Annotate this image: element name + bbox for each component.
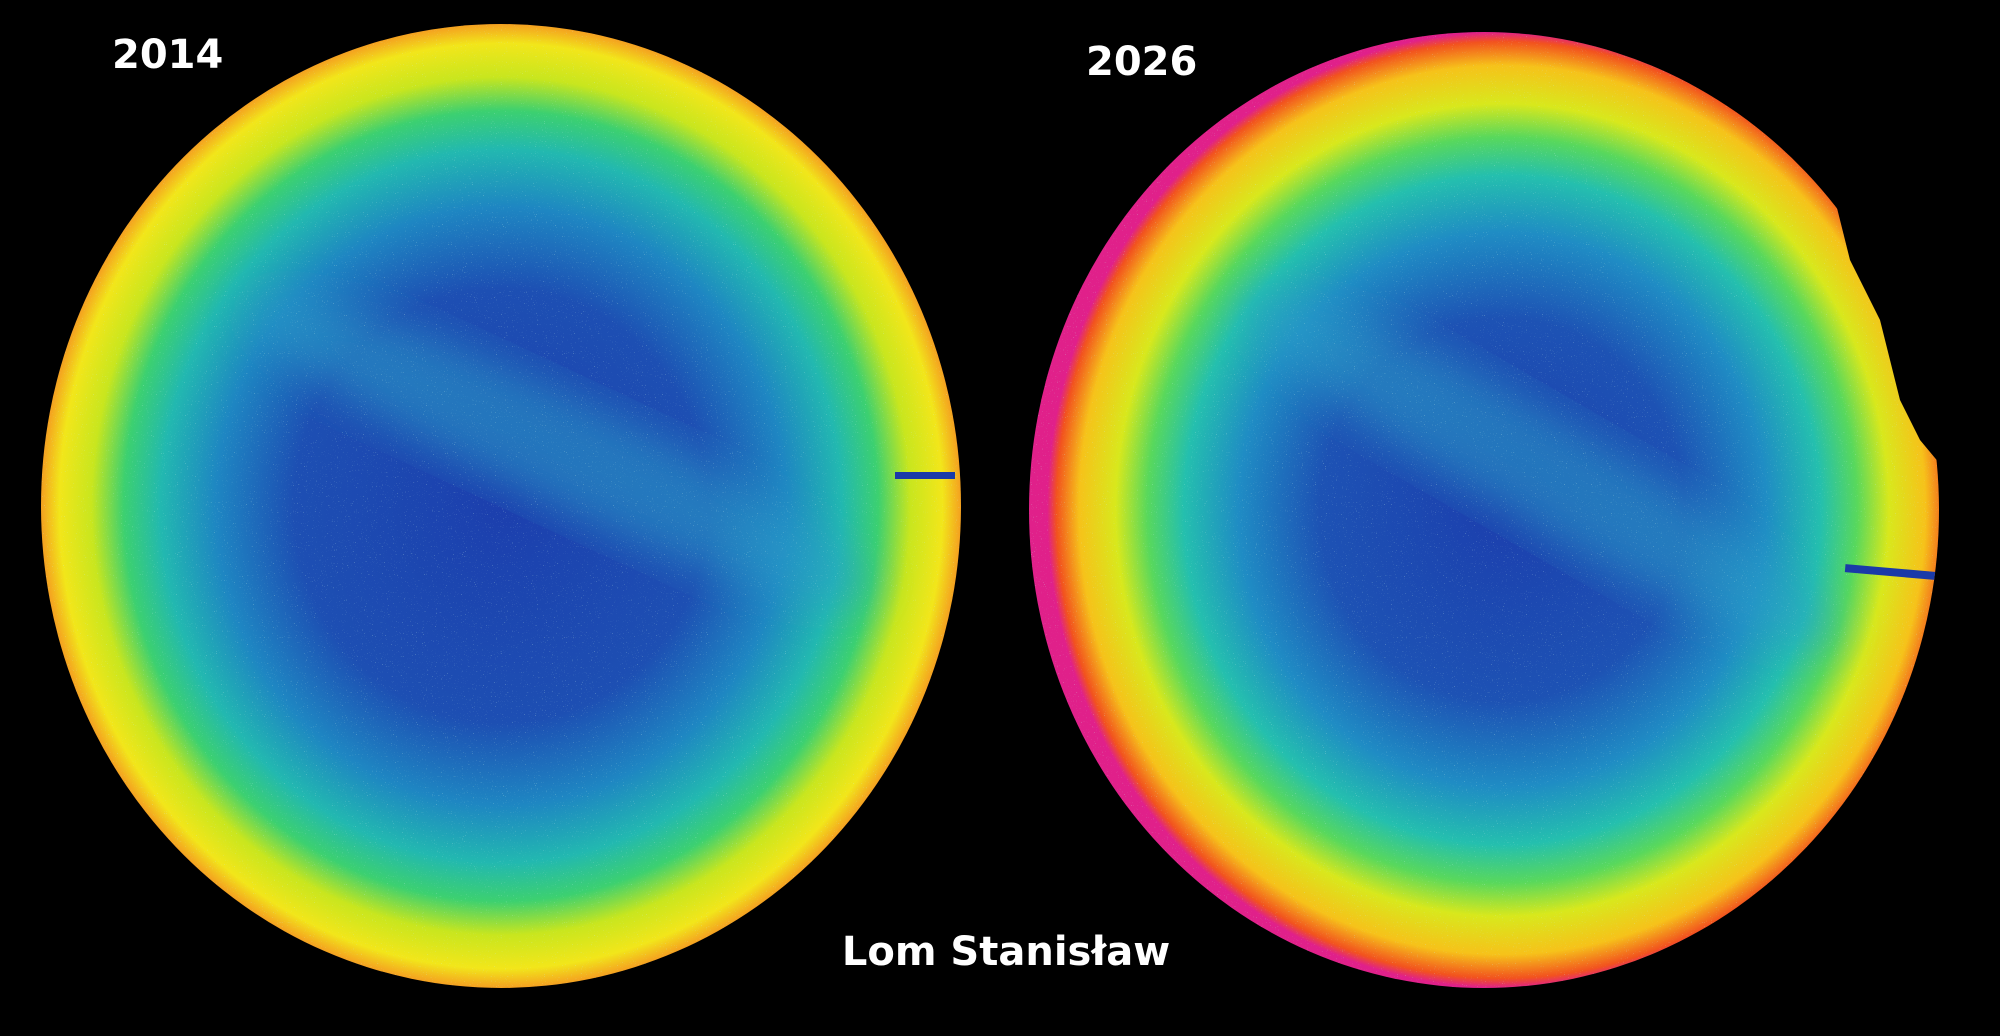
sky-image-left — [41, 24, 961, 988]
sky-image-right — [1029, 32, 1945, 988]
year-label-left: 2014 — [112, 32, 223, 78]
location-label: Lom Stanisław — [842, 929, 1170, 975]
year-label-right: 2026 — [1086, 39, 1197, 85]
